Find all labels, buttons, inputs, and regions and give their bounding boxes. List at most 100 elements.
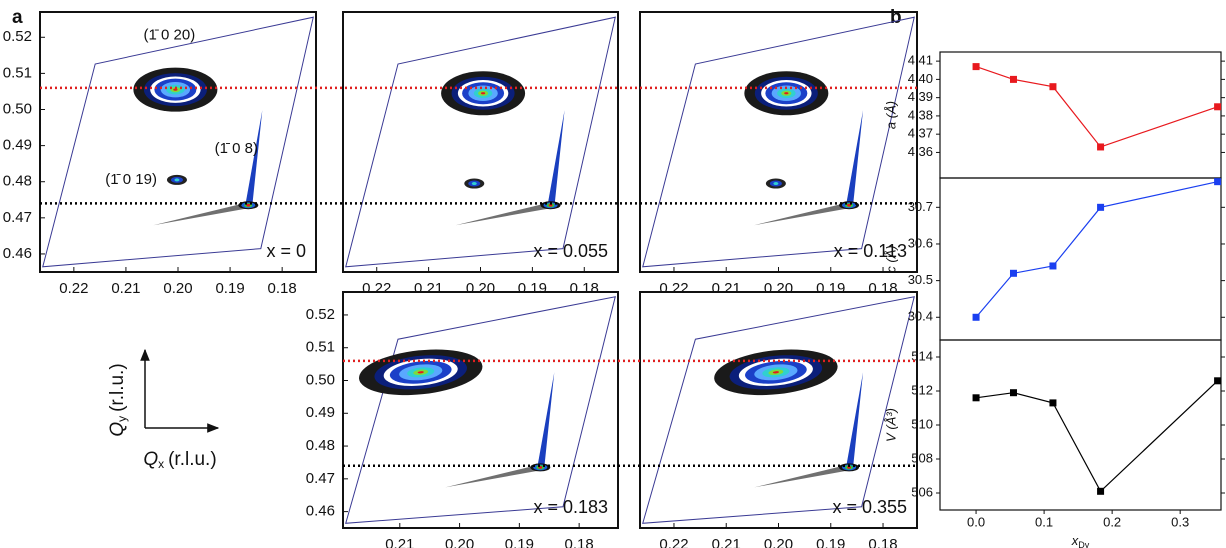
y-tick-label: 30.4 [908, 309, 933, 324]
y-tick-label: 30.6 [908, 235, 933, 250]
y-axis-label: c (Å) [883, 245, 898, 272]
y-tick-label: 0.47 [306, 470, 335, 487]
series-line [975, 380, 1219, 493]
qx-unit: (r.l.u.) [168, 449, 217, 470]
x-tick-label: 0.18 [268, 280, 297, 297]
x-tick-label: 0.22 [59, 280, 88, 297]
peak [744, 71, 829, 116]
plot-frame [639, 291, 918, 529]
qy-label: Qy (r.l.u.) [107, 363, 129, 436]
peak [455, 110, 565, 226]
x-axis-symbol: x [1071, 533, 1079, 548]
y-tick-label: 0.51 [306, 339, 335, 356]
scan-boundary [642, 16, 915, 268]
y-tick-label: 0.52 [3, 28, 32, 45]
substrate-streak [537, 372, 555, 468]
data-point [1214, 103, 1222, 111]
plot-frame [342, 291, 619, 529]
substrate-tail [754, 464, 850, 488]
scan-boundary [345, 296, 616, 524]
x-tick-label: 0.21 [712, 280, 741, 297]
y-axis-label: a (Å) [883, 101, 898, 129]
annotation: x = 0.113 [834, 241, 907, 261]
x-tick-label: 0.20 [764, 280, 793, 297]
scan-boundary [42, 16, 314, 268]
y-tick-label: 4.38 [908, 107, 933, 122]
y-tick-label: 0.52 [306, 306, 335, 323]
y-tick-label: 0.51 [3, 64, 32, 81]
qy-unit: (r.l.u.) [107, 363, 128, 412]
y-tick-label: 0.48 [3, 173, 32, 190]
peak-contour [173, 88, 178, 91]
data-point [1009, 269, 1017, 277]
x-tick-label: 0.20 [163, 280, 192, 297]
data-point [972, 313, 980, 321]
x-tick-label: 0.18 [868, 280, 897, 297]
y-axis-label: V (Å³) [883, 408, 898, 442]
substrate-tail [754, 202, 850, 226]
annotation: x = 0 [266, 241, 306, 261]
x-tick-label: 0.3 [1171, 514, 1189, 529]
substrate-tail [153, 202, 249, 226]
peak [754, 372, 864, 488]
peak [765, 178, 786, 189]
data-point [1049, 399, 1057, 407]
data-point [1009, 75, 1017, 83]
annotation: x = 0.355 [832, 497, 907, 517]
peak-contour [784, 92, 789, 95]
peak [359, 349, 483, 396]
plot-frame [939, 177, 1222, 341]
peak [441, 71, 526, 116]
substrate-tail [445, 464, 541, 488]
peak-contour [773, 182, 779, 186]
data-point [972, 63, 980, 71]
y-tick-label: 514 [911, 348, 933, 363]
data-point [1097, 487, 1105, 495]
x-tick-label: 0.18 [565, 536, 594, 548]
peak-label: (1̄ 0 19) [105, 171, 157, 188]
data-point [972, 394, 980, 402]
data-point [1097, 143, 1105, 151]
substrate-streak [547, 110, 565, 206]
panel-label: b [890, 7, 902, 28]
qy-sub: y [115, 416, 129, 422]
peak [714, 349, 838, 396]
peak [464, 178, 485, 189]
peak [166, 174, 187, 185]
plot-frame [639, 11, 918, 273]
y-tick-label: 4.36 [908, 144, 933, 159]
y-tick-label: 512 [911, 382, 933, 397]
x-tick-label: 0.20 [466, 280, 495, 297]
y-tick-label: 0.49 [3, 137, 32, 154]
plot-frame [939, 51, 1222, 179]
substrate-streak [846, 372, 864, 468]
x-tick-label: 0.19 [215, 280, 244, 297]
y-tick-label: 0.46 [306, 503, 335, 520]
x-tick-label: 0.1 [1035, 514, 1053, 529]
peak [133, 67, 218, 112]
y-tick-label: 30.5 [908, 272, 933, 287]
y-tick-label: 0.49 [306, 404, 335, 421]
peak-contour [772, 371, 779, 374]
x-tick-label: 0.21 [414, 280, 443, 297]
x-tick-label: 0.19 [505, 536, 534, 548]
substrate-tail [455, 202, 551, 226]
x-axis-label: xDy [1071, 533, 1090, 548]
x-axis-sub: Dy [1078, 540, 1089, 548]
series-line [975, 181, 1218, 318]
y-tick-label: 506 [911, 484, 933, 499]
y-tick-label: 0.50 [3, 100, 32, 117]
y-tick-label: 4.41 [908, 53, 933, 68]
y-tick-label: 0.50 [306, 371, 335, 388]
peak-label: (1̄ 0 20) [144, 27, 196, 44]
y-tick-label: 4.40 [908, 71, 933, 86]
data-point [1097, 203, 1105, 211]
x-tick-label: 0.22 [659, 280, 688, 297]
peak-contour [174, 178, 180, 182]
plot-frame [342, 11, 619, 273]
x-tick-label: 0.20 [445, 536, 474, 548]
qx-label: Qx (r.l.u.) [143, 449, 216, 471]
x-tick-label: 0.0 [967, 514, 985, 529]
y-tick-label: 510 [911, 416, 933, 431]
